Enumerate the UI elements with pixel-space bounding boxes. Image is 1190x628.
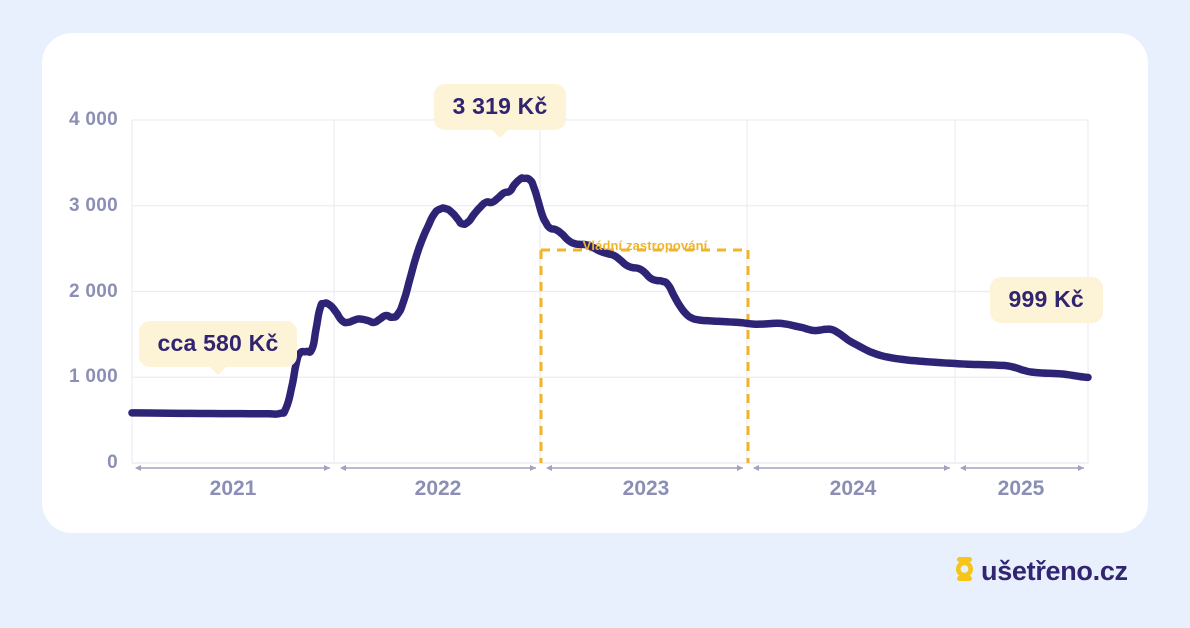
callout-end-price: 999 Kč xyxy=(989,277,1103,324)
callout-end-label: 999 Kč xyxy=(1008,286,1084,312)
cap-annotation-label: Vládní zastropování xyxy=(582,238,708,253)
chart-card xyxy=(42,33,1148,533)
y-axis-tick-label: 0 xyxy=(107,452,118,473)
x-axis-tick-label: 2024 xyxy=(829,477,877,500)
x-axis-tick-label: 2025 xyxy=(997,477,1045,500)
callout-tail xyxy=(490,129,509,139)
y-axis-labels: 0 1 000 2 000 3 000 4 000 xyxy=(38,0,118,628)
usetreno-mark-icon xyxy=(955,556,977,587)
x-axis-tick-label: 2023 xyxy=(622,477,670,500)
y-axis-tick-label: 2 000 xyxy=(68,280,118,302)
cap-annotation-box xyxy=(539,248,750,463)
y-axis-tick-label: 4 000 xyxy=(68,109,118,130)
series-line xyxy=(128,174,1092,418)
y-axis-tick-label: 1 000 xyxy=(68,366,118,388)
callout-start-label: cca 580 Kč xyxy=(157,330,279,356)
callout-peak-price: 3 319 Kč xyxy=(433,84,567,139)
brand-name: ušetřeno.cz xyxy=(981,556,1128,586)
x-axis-tick-label: 2021 xyxy=(209,477,257,500)
brand-logo[interactable]: ušetřeno.cz xyxy=(955,556,1128,587)
x-axis-tick-label: 2022 xyxy=(414,477,462,500)
callout-start-price: cca 580 Kč xyxy=(138,321,298,376)
y-axis-tick-label: 3 000 xyxy=(68,194,118,216)
callout-tail xyxy=(208,366,227,376)
callout-peak-label: 3 319 Kč xyxy=(452,93,548,119)
